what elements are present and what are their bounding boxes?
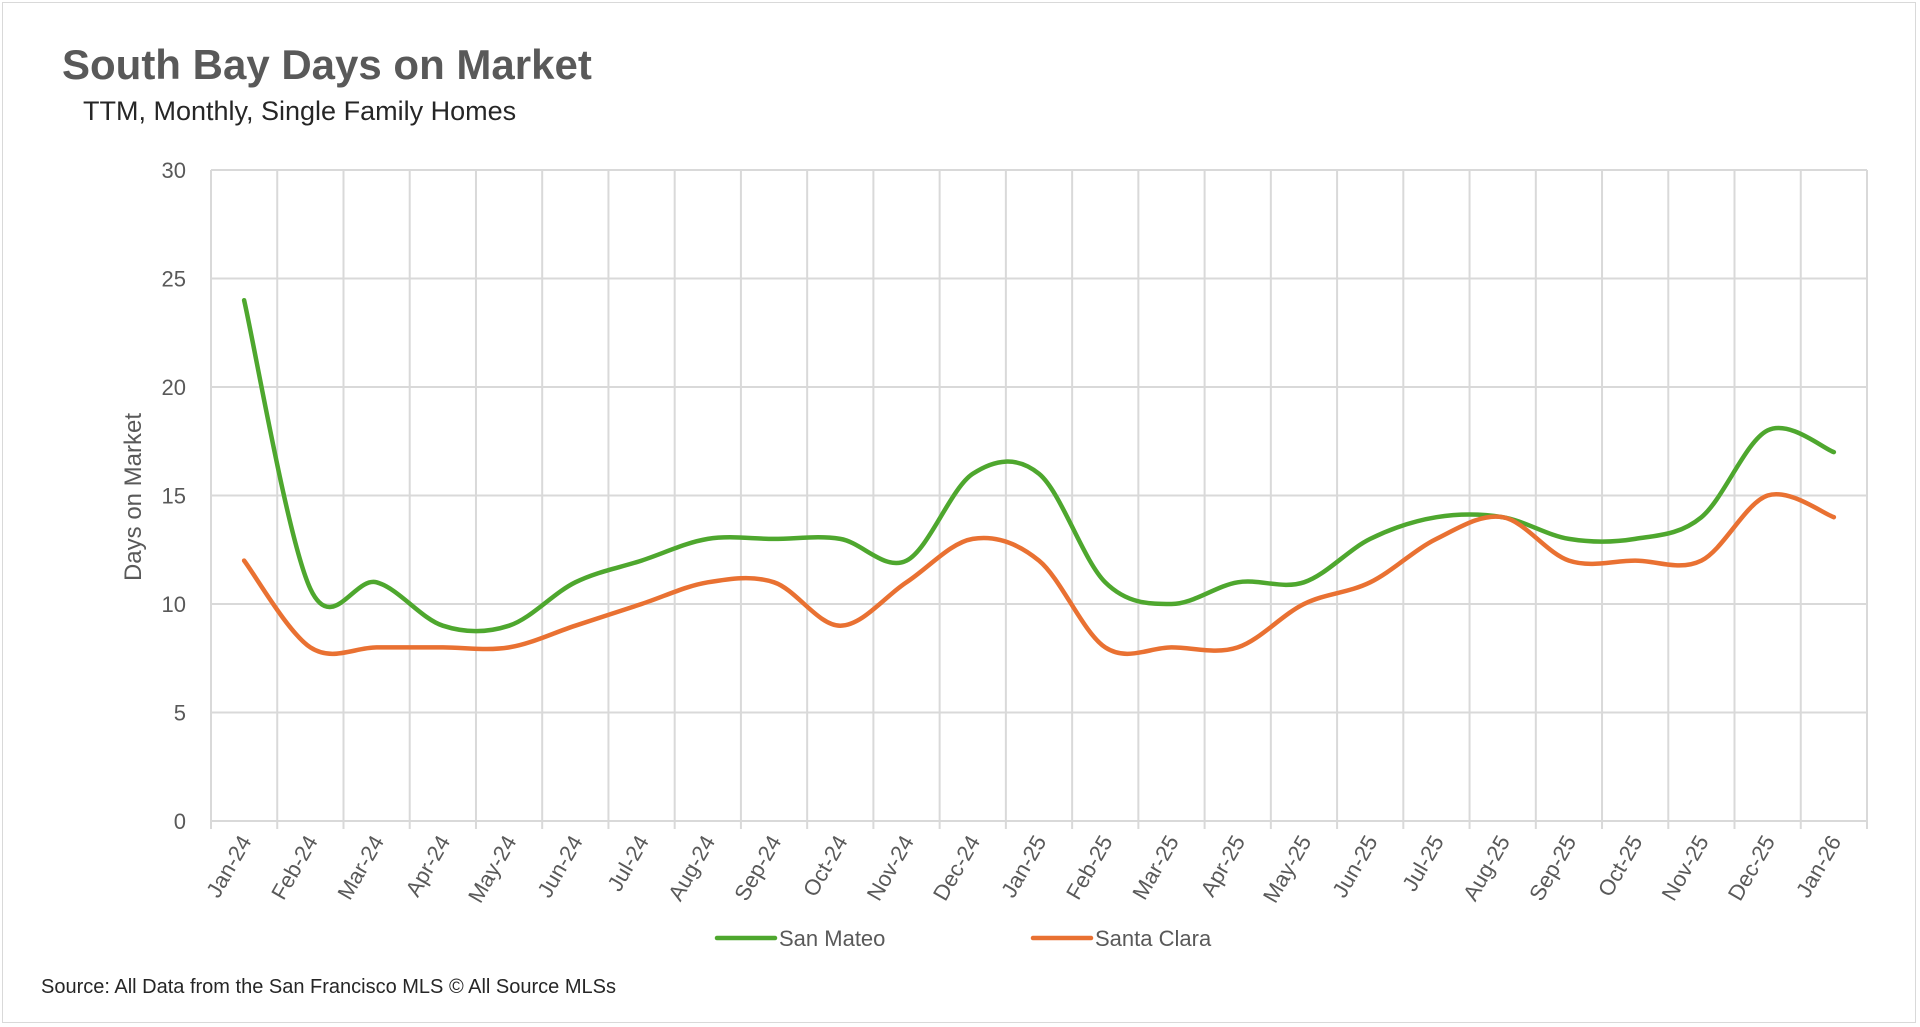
y-tick-label-5: 5 [174,701,186,726]
x-tick-label-Jan-24: Jan-24 [201,831,256,902]
y-tick-label-20: 20 [162,375,186,400]
x-tick-label-May-24: May-24 [463,831,521,907]
chart-subtitle: TTM, Monthly, Single Family Homes [83,96,517,126]
x-tick-label-Jan-25: Jan-25 [996,831,1051,902]
y-tick-label-25: 25 [162,267,186,292]
legend-label-san-mateo: San Mateo [779,926,885,951]
y-tick-labels: 0 5 10 15 20 25 30 [162,158,186,834]
chart-title: South Bay Days on Market [62,41,592,88]
x-tick-label-Aug-25: Aug-25 [1458,831,1515,905]
x-tick-label-Oct-24: Oct-24 [798,831,853,901]
x-tick-label-Mar-25: Mar-25 [1127,831,1183,904]
x-tick-label-Jun-24: Jun-24 [532,831,587,902]
x-tick-label-Feb-24: Feb-24 [266,831,323,904]
source-note: Source: All Data from the San Francisco … [41,976,616,998]
x-tick-label-Feb-25: Feb-25 [1061,831,1118,904]
x-tick-label-Jun-25: Jun-25 [1327,831,1382,902]
series-lines [241,297,1837,657]
x-tick-label-Jan-26: Jan-26 [1791,831,1846,902]
x-tick-label-Apr-25: Apr-25 [1195,831,1250,901]
x-tick-label-Jul-25: Jul-25 [1397,831,1449,895]
x-tick-label-Sep-25: Sep-25 [1524,831,1581,905]
x-tick-label-Nov-24: Nov-24 [862,831,919,905]
x-tick-label-Aug-24: Aug-24 [663,831,720,905]
x-tick-label-May-25: May-25 [1258,831,1316,907]
x-tick-label-Sep-24: Sep-24 [729,831,786,905]
x-tick-label-Dec-24: Dec-24 [928,831,985,905]
x-tick-labels: Jan-24 Feb-24 Mar-24 Apr-24 May-24 Jun-24 Jul-… [201,831,1846,907]
x-tick-label-Apr-24: Apr-24 [400,831,455,901]
gridlines [210,169,1868,829]
legend: San Mateo Santa Clara [714,926,1212,951]
y-tick-label-10: 10 [162,592,186,617]
y-axis-title: Days on Market [120,413,147,581]
y-tick-label-30: 30 [162,158,186,183]
series-line-santa-clara [241,491,1837,657]
x-tick-label-Oct-25: Oct-25 [1593,831,1648,901]
x-tick-label-Jul-24: Jul-24 [602,831,654,895]
x-tick-label-Nov-25: Nov-25 [1657,831,1714,905]
y-tick-label-15: 15 [162,484,186,509]
x-tick-label-Dec-25: Dec-25 [1723,831,1780,905]
legend-label-santa-clara: Santa Clara [1095,926,1212,951]
series-line-san-mateo [241,297,1837,634]
x-tick-label-Mar-24: Mar-24 [332,831,388,904]
y-tick-label-0: 0 [174,809,186,834]
